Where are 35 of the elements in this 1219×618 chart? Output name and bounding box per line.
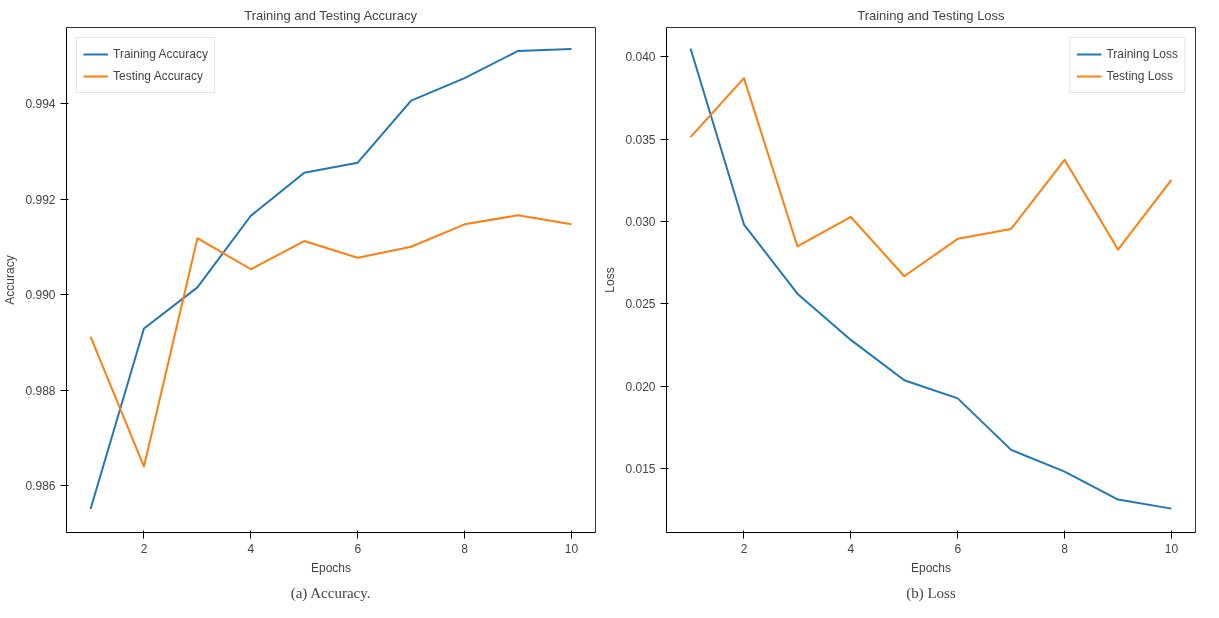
y-tick-label: 0.992: [25, 192, 56, 207]
legend-label: Testing Loss: [1106, 69, 1174, 83]
y-tick-label: 0.035: [625, 132, 656, 147]
y-tick-label: 0.020: [625, 379, 656, 394]
x-tick-label: 2: [140, 541, 148, 556]
legend-label: Testing Accuracy: [113, 69, 204, 83]
x-tick-label: 8: [1061, 541, 1069, 556]
line-series: [89, 214, 573, 468]
text: (b) Loss: [906, 584, 956, 602]
x-tick-label: 4: [847, 541, 855, 556]
x-tick-label: 2: [740, 541, 748, 556]
x-tick-label: 6: [954, 541, 962, 556]
legend-label: Training Accuracy: [113, 47, 208, 61]
chart-title: Training and Testing Accuracy: [244, 7, 418, 23]
y-tick-label: 0.988: [25, 383, 56, 398]
y-tick-label: 0.025: [625, 297, 656, 312]
y-tick-label: 0.986: [25, 479, 56, 494]
x-tick-label: 4: [247, 541, 255, 556]
x-tick-label: 8: [461, 541, 469, 556]
y-tick-label: 0.030: [625, 214, 656, 229]
y-tick-label: 0.994: [25, 96, 56, 111]
chart-title: Training and Testing Loss: [857, 7, 1006, 23]
x-axis-title: Epochs: [910, 560, 952, 575]
y-axis-title: Accuracy: [3, 255, 18, 305]
legend-label: Training Loss: [1106, 47, 1178, 61]
y-tick-label: 0.040: [625, 50, 656, 65]
x-tick-label: 10: [1164, 541, 1179, 556]
x-tick-label: 10: [564, 541, 579, 556]
line-series: [89, 48, 573, 511]
y-tick-label: 0.990: [25, 288, 56, 303]
x-axis-title: Epochs: [310, 560, 352, 575]
y-tick-label: 0.015: [625, 461, 656, 476]
text: (a) Accuracy.: [290, 584, 371, 602]
x-tick-label: 6: [354, 541, 362, 556]
y-axis-title: Loss: [603, 267, 618, 293]
